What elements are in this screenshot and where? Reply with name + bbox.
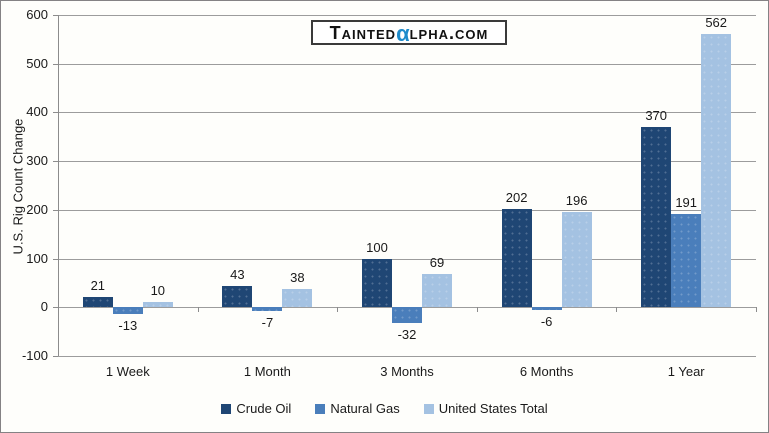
y-axis-title: U.S. Rig Count Change xyxy=(10,118,26,255)
bar-united-states-total xyxy=(142,302,173,308)
bar-value-label: 191 xyxy=(675,195,698,211)
legend-item-united-states-total: United States Total xyxy=(423,401,548,416)
gridline xyxy=(58,258,756,260)
bar-crude-oil xyxy=(362,258,392,308)
category-axis-label: 6 Months xyxy=(519,364,574,379)
bar-natural-gas xyxy=(252,307,283,311)
bar-value-label: 370 xyxy=(645,108,668,124)
legend-swatch xyxy=(221,404,232,414)
bar-value-label: 562 xyxy=(705,14,728,30)
bar-value-label: -6 xyxy=(540,314,553,330)
y-tick-label: 300 xyxy=(26,153,48,169)
bar-value-label: -7 xyxy=(261,314,274,330)
y-axis-tick xyxy=(53,258,58,260)
category-axis-tick xyxy=(197,307,199,313)
bar-united-states-total xyxy=(561,211,592,308)
y-axis-line xyxy=(58,15,59,356)
y-tick-label: 600 xyxy=(26,7,48,22)
gridline xyxy=(58,356,756,357)
legend-item-crude-oil: Crude Oil xyxy=(221,402,291,416)
category-axis-tick xyxy=(616,307,618,313)
category-axis-label: 1 Week xyxy=(105,364,150,379)
y-tick-label: -100 xyxy=(21,348,48,363)
y-axis-tick xyxy=(53,63,58,65)
y-axis-tick xyxy=(53,161,58,163)
y-axis-tick xyxy=(53,356,58,357)
chart-legend: Crude Oil Natural Gas United States Total xyxy=(1,402,768,416)
bar-united-states-total xyxy=(422,273,452,308)
bar-value-label: -13 xyxy=(118,317,138,333)
y-tick-label: 0 xyxy=(40,299,48,315)
bar-natural-gas xyxy=(392,307,422,323)
legend-label: Crude Oil xyxy=(236,401,292,416)
y-axis-tick xyxy=(53,307,58,309)
bar-value-label: 10 xyxy=(150,283,166,299)
bar-natural-gas xyxy=(112,307,143,314)
category-axis-tick xyxy=(58,307,59,313)
gridline xyxy=(58,161,756,163)
logo-text-suffix: lpha.com xyxy=(409,22,489,43)
bar-value-label: 100 xyxy=(366,239,388,255)
bar-value-label: 202 xyxy=(505,189,528,205)
category-axis-tick xyxy=(756,307,757,313)
logo-alpha-glyph: α xyxy=(396,20,410,46)
legend-label: United States Total xyxy=(438,401,548,416)
y-tick-label: 400 xyxy=(26,104,48,120)
legend-swatch xyxy=(423,404,434,414)
legend-swatch xyxy=(315,404,326,414)
taintedalpha-logo: Tainted α lpha.com xyxy=(311,20,507,45)
bar-crude-oil xyxy=(222,286,253,308)
bar-crude-oil xyxy=(501,208,532,308)
bar-crude-oil xyxy=(82,297,113,308)
bar-value-label: 21 xyxy=(90,278,106,294)
y-axis-tick xyxy=(53,15,58,16)
bar-crude-oil xyxy=(641,127,672,308)
y-axis-tick xyxy=(53,112,58,114)
category-axis-label: 3 Months xyxy=(380,364,434,379)
bar-united-states-total xyxy=(282,288,313,308)
bar-natural-gas xyxy=(671,214,702,308)
legend-label: Natural Gas xyxy=(330,401,400,416)
bar-value-label: 38 xyxy=(290,269,305,285)
bar-united-states-total xyxy=(701,33,732,308)
category-axis-tick xyxy=(476,307,478,313)
y-tick-label: 200 xyxy=(26,201,48,217)
category-axis-label: 1 Year xyxy=(667,364,705,379)
gridline xyxy=(58,15,756,16)
bar-value-label: 69 xyxy=(429,254,445,270)
bar-natural-gas xyxy=(531,307,562,311)
category-axis-label: 1 Month xyxy=(243,364,291,379)
y-tick-label: 100 xyxy=(26,250,48,266)
gridline xyxy=(58,112,756,114)
legend-item-natural-gas: Natural Gas xyxy=(315,401,400,416)
bar-value-label: -32 xyxy=(397,326,417,342)
gridline xyxy=(58,209,756,211)
category-axis-tick xyxy=(337,307,339,313)
logo-text-prefix: Tainted xyxy=(329,22,397,43)
bar-value-label: 196 xyxy=(565,192,588,208)
y-axis-tick xyxy=(53,209,58,211)
bar-value-label: 43 xyxy=(230,267,245,283)
y-tick-label: 500 xyxy=(26,55,48,71)
gridline xyxy=(58,63,756,65)
